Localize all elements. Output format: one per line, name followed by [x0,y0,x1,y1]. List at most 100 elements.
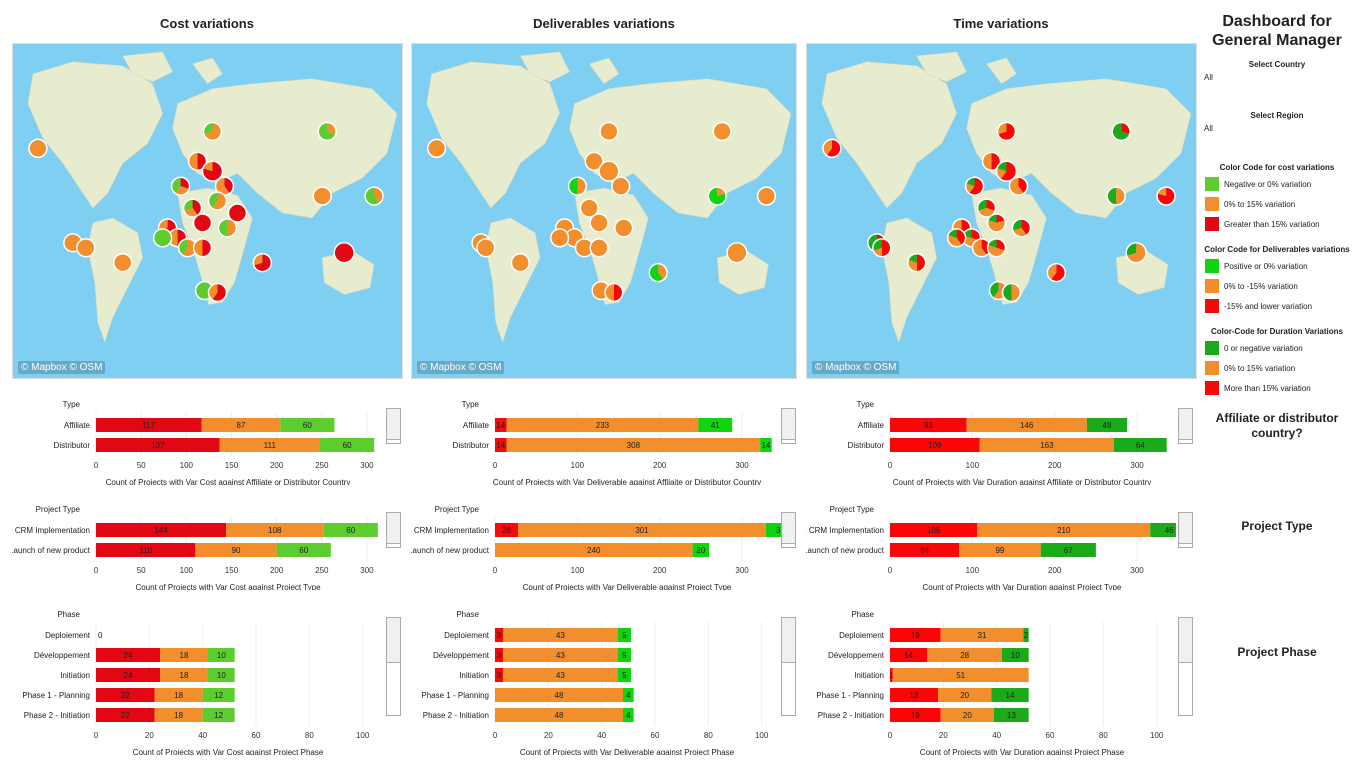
land-shape [588,57,620,85]
chart-scrollbar[interactable] [781,617,796,716]
data-label: 67 [1064,546,1073,555]
data-label: 3 [497,671,502,680]
deliverables-legend-label: -15% and lower variation [1224,302,1313,311]
chart-scrollbar[interactable] [781,408,796,444]
x-tick-label: 40 [992,731,1001,740]
bar-segment [927,648,1002,662]
x-tick-label: 200 [270,461,284,470]
x-tick-label: 300 [1130,461,1144,470]
data-label: 111 [264,441,277,450]
time-variations-map[interactable]: © Mapbox © OSM [806,43,1197,379]
data-label: 18 [180,651,189,660]
deliverable-by-type-chart[interactable]: Type 0 100 200 300 Affiliate 14 233 41 Distributo… [411,395,781,485]
data-label: 14 [904,651,913,660]
country-pie-marker [1111,121,1131,142]
bar-segment [977,523,1151,537]
country-pie-marker [192,213,213,233]
deliverables-legend-title: Color Code for Deliverables variations [1204,245,1350,254]
deliverables-legend-label: Positive or 0% variation [1224,262,1308,271]
duration-legend-label: 0 or negative variation [1224,344,1303,353]
category-label: Deploiement [45,631,91,640]
bar-segment [219,438,320,452]
data-label: 14 [496,441,505,450]
x-axis-title: Count of Projects with Var Deliverable a… [520,748,735,755]
country-pie-marker [252,252,273,273]
bar-segment [890,688,938,702]
data-label: 19 [911,631,920,640]
x-axis-title: Count of Projects with Var Duration agai… [920,748,1125,755]
x-tick-label: 100 [966,566,980,575]
category-label: Marketing - Launch of new product [12,546,91,555]
data-label: 4 [626,711,631,720]
map-canvas[interactable] [412,44,796,378]
category-label: IT - CRM Implementation [806,526,884,535]
x-tick-label: 0 [888,731,893,740]
x-axis-title: Count of Projects with Var Deliverable a… [493,478,761,485]
country-pie-marker [614,218,634,238]
duration-by-project-type-chart[interactable]: Project Type 0 100 200 300 IT - CRM Implement… [806,500,1176,590]
chart-scrollbar[interactable] [386,512,401,548]
country-pie-marker [986,213,1007,233]
data-label: 60 [346,526,355,535]
cost-by-type-chart[interactable]: Type 0 50 100 150 200 250 300 Affiliate 117 87 60 Di… [12,395,382,485]
country-pie-marker [1106,186,1126,206]
map-attribution[interactable]: © Mapbox © OSM [18,361,106,374]
bar-segment [1086,418,1128,432]
x-tick-label: 150 [225,461,239,470]
map-attribution[interactable]: © Mapbox © OSM [812,361,900,374]
chart-scrollbar[interactable] [1178,512,1193,548]
chart-scrollbar[interactable] [781,512,796,548]
data-label: 24 [124,651,133,660]
data-label: 14 [761,441,770,450]
x-tick-label: 60 [1046,731,1055,740]
bar-segment [991,688,1029,702]
bar-segment [979,438,1114,452]
data-label: 18 [174,711,183,720]
x-tick-label: 300 [1130,566,1144,575]
cost-by-project-type-chart[interactable]: Project Type 0 50 100 150 200 250 300 IT - CRM I… [12,500,382,590]
data-label: 144 [154,526,168,535]
cost-by-phase-chart[interactable]: Phase 0 20 40 60 80 100 Deploiement 0 Développeme… [12,605,382,755]
duration-by-type-chart[interactable]: Type 0 100 200 300 Affiliate 93 146 49 Distributo… [806,395,1176,485]
x-tick-label: 0 [888,566,893,575]
select-region-dropdown[interactable]: All [1204,124,1213,133]
category-label: Affiliate [64,421,91,430]
time-variations-title: Time variations [953,16,1049,31]
chart-scrollbar[interactable] [1178,408,1193,444]
cost-variations-map[interactable]: © Mapbox © OSM [12,43,403,379]
map-canvas[interactable] [13,44,402,378]
data-label: 90 [232,546,241,555]
chart-scrollbar[interactable] [1178,617,1193,716]
bar-segment [323,523,378,537]
bar-segment [1040,543,1096,557]
bar-segment [96,418,202,432]
data-label: 308 [627,441,641,450]
chart-scrollbar[interactable] [386,617,401,716]
bar-segment [617,668,631,682]
data-label: 2 [1024,631,1029,640]
x-tick-label: 20 [145,731,154,740]
country-pie-marker [872,238,892,258]
deliverable-by-project-type-chart[interactable]: Project Type 0 100 200 300 IT - CRM Implement… [411,500,781,590]
x-axis-title: Count of Projects with Var Cost against … [133,748,324,755]
bar-segment [96,708,155,722]
data-label: 18 [910,691,919,700]
bar-segment [617,628,631,642]
data-label: 28 [502,526,511,535]
select-country-dropdown[interactable]: All [1204,73,1213,82]
map-attribution[interactable]: © Mapbox © OSM [417,361,505,374]
data-label: 43 [556,631,565,640]
country-pie-marker [427,138,447,159]
data-label: 84 [920,546,929,555]
category-label: Initiation [459,671,489,680]
deliverables-variations-map[interactable]: © Mapbox © OSM [411,43,797,379]
bar-segment [495,688,623,702]
bar-segment [320,438,375,452]
chart-scrollbar[interactable] [386,408,401,444]
data-label: 87 [237,421,246,430]
bar-segment [202,708,235,722]
duration-by-phase-chart[interactable]: Phase 0 20 40 60 80 100 Deploiement 19 31 2 Dévelop… [806,605,1176,755]
map-canvas[interactable] [807,44,1196,378]
category-label: Marketing - Launch of new product [806,546,885,555]
